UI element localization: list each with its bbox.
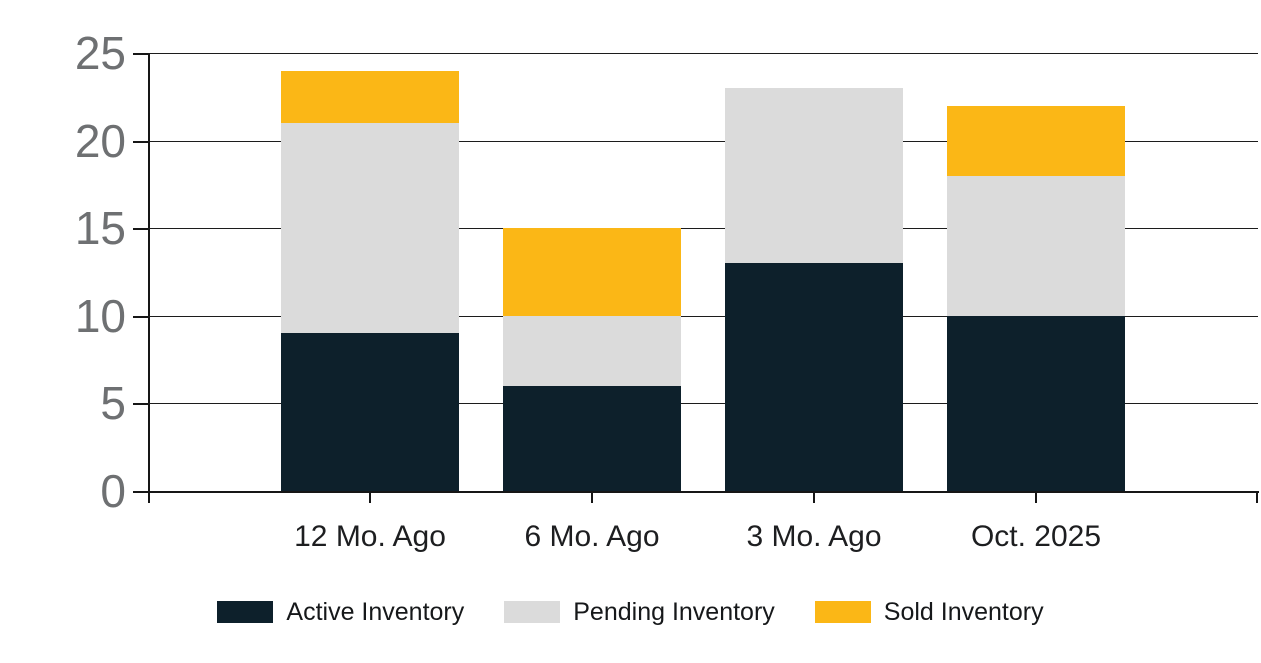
bar-segment-active-inventory (502, 385, 681, 491)
legend-item-pending-inventory: Pending Inventory (504, 597, 775, 627)
bar-segment-active-inventory (946, 315, 1125, 491)
y-axis-tick (133, 228, 148, 231)
y-tick-label: 0 (100, 465, 126, 517)
legend-swatch (504, 601, 561, 623)
bar-segment-pending-inventory (946, 175, 1125, 316)
y-axis-tick (133, 53, 148, 55)
bar-12-mo-ago (280, 70, 459, 491)
legend-swatch (217, 601, 274, 623)
x-axis-tick (813, 493, 815, 503)
y-axis-tick (133, 403, 148, 406)
bar-segment-active-inventory (724, 263, 903, 491)
gridline (148, 140, 1258, 142)
y-axis-tick (133, 315, 148, 318)
bar-segment-sold-inventory (946, 105, 1125, 176)
legend: Active Inventory Pending Inventory Sold In… (0, 597, 1261, 627)
bar-segment-pending-inventory (280, 123, 459, 334)
x-tick-label: 6 Mo. Ago (524, 520, 660, 553)
y-axis-tick (133, 140, 148, 143)
plot-area (148, 53, 1258, 491)
legend-item-sold-inventory: Sold Inventory (814, 597, 1044, 627)
x-axis-end-tick (1256, 493, 1258, 503)
x-tick-label: 3 Mo. Ago (746, 520, 882, 553)
bar-segment-sold-inventory (280, 70, 459, 124)
legend-label: Active Inventory (286, 598, 465, 626)
y-tick-label: 5 (100, 377, 126, 430)
legend-item-active-inventory: Active Inventory (217, 597, 464, 627)
gridline (148, 53, 1258, 54)
bar-segment-pending-inventory (724, 88, 903, 264)
bar-segment-sold-inventory (502, 228, 681, 316)
y-tick-label: 10 (74, 289, 126, 342)
y-tick-label: 25 (74, 27, 126, 79)
x-axis-tick (369, 493, 371, 503)
x-axis-line (148, 491, 1259, 493)
x-tick-label: 12 Mo. Ago (294, 520, 446, 553)
x-axis-labels: 12 Mo. Ago 6 Mo. Ago 3 Mo. Ago Oct. 2025 (148, 519, 1258, 561)
y-tick-label: 15 (74, 202, 126, 255)
y-axis-labels: 0 5 10 15 20 25 (0, 30, 126, 514)
legend-swatch (814, 601, 871, 623)
y-axis-tick (133, 491, 148, 493)
legend-label: Sold Inventory (883, 598, 1044, 626)
bar-segment-active-inventory (280, 333, 459, 491)
gridline (148, 228, 1258, 230)
gridline (148, 315, 1258, 317)
x-axis-tick (1035, 493, 1037, 503)
x-tick-label: Oct. 2025 (970, 520, 1102, 553)
legend-label: Pending Inventory (573, 598, 775, 626)
x-axis-tick (591, 493, 593, 503)
bar-3-mo-ago (724, 88, 903, 491)
y-tick-label: 20 (74, 114, 126, 167)
bar-oct-2025 (946, 105, 1125, 491)
gridline (148, 403, 1258, 405)
bar-segment-pending-inventory (502, 315, 681, 386)
bar-6-mo-ago (502, 228, 681, 491)
y-axis-line (148, 53, 150, 503)
